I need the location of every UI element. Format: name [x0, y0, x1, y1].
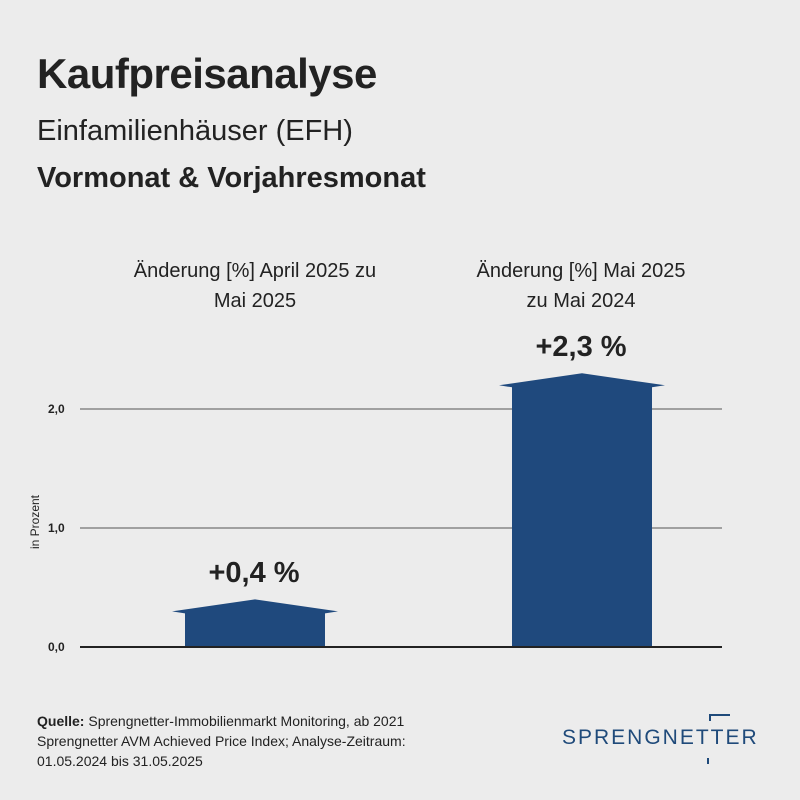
bar: [172, 599, 338, 647]
category-label-line: Änderung [%] Mai 2025: [476, 260, 686, 282]
y-tick-label: 1,0: [48, 521, 65, 535]
logo-mark-icon: [707, 714, 730, 764]
source-label: Quelle:: [37, 713, 85, 729]
bar: [499, 373, 665, 647]
category-label-line: zu Mai 2024: [526, 290, 636, 312]
category-label-line: Änderung [%] April 2025 zu: [133, 260, 377, 282]
page-subtitle-secondary: Vormonat & Vorjahresmonat: [37, 162, 426, 194]
logo-wordmark: SPRENGNETTER: [562, 726, 759, 749]
source-text: Sprengnetter-Immobilienmarkt Monitoring,…: [37, 713, 406, 769]
y-tick-label: 2,0: [48, 402, 65, 416]
page-subtitle: Einfamilienhäuser (EFH): [37, 115, 353, 147]
sprengnetter-logo: SPRENGNETTER: [562, 714, 767, 764]
source-note: Quelle: Sprengnetter-Immobilienmarkt Mon…: [37, 711, 457, 771]
data-label: +0,4 %: [208, 557, 300, 589]
y-axis-label: in Prozent: [28, 494, 42, 550]
category-label-line: Mai 2025: [213, 290, 297, 312]
category-label: Änderung [%] Mai 2025 zu Mai 2024: [421, 256, 741, 316]
page-title: Kaufpreisanalyse: [37, 50, 377, 97]
y-tick-label: 0,0: [48, 640, 65, 654]
data-label: +2,3 %: [535, 331, 627, 363]
category-label: Änderung [%] April 2025 zu Mai 2025: [95, 256, 415, 316]
